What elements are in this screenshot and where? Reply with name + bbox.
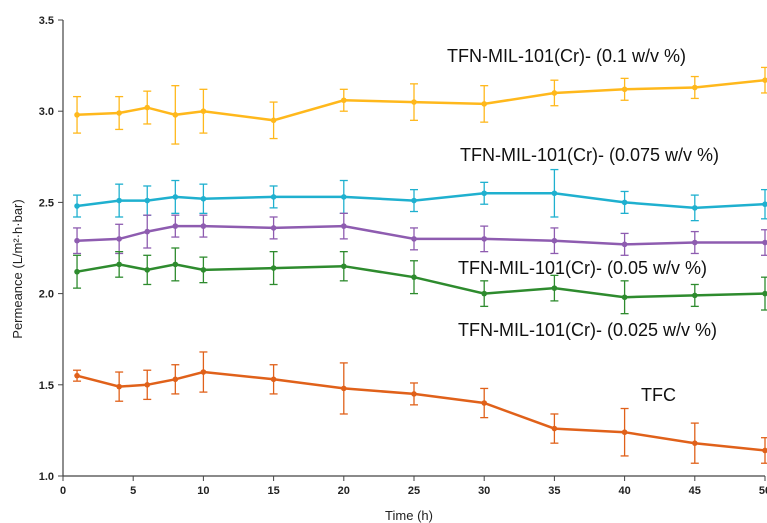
data-point <box>116 236 122 242</box>
data-point <box>144 229 150 235</box>
data-point <box>481 101 487 107</box>
data-point <box>341 194 347 200</box>
data-point <box>74 203 80 209</box>
data-point <box>116 384 122 390</box>
data-point <box>622 242 628 248</box>
x-tick-label: 0 <box>60 485 66 497</box>
data-point <box>552 238 558 244</box>
x-tick-label: 25 <box>408 485 420 497</box>
data-point <box>271 194 277 200</box>
x-tick-label: 20 <box>338 485 350 497</box>
data-point <box>341 263 347 269</box>
y-tick-label: 3.0 <box>39 106 54 118</box>
data-point <box>341 386 347 392</box>
data-point <box>692 205 698 211</box>
data-point <box>201 267 207 273</box>
x-tick-label: 35 <box>548 485 560 497</box>
data-point <box>622 429 628 435</box>
data-point <box>692 85 698 91</box>
data-point <box>692 293 698 299</box>
x-tick-label: 40 <box>618 485 630 497</box>
data-point <box>271 118 277 124</box>
y-tick-label: 2.0 <box>39 289 54 301</box>
data-point <box>552 285 558 291</box>
data-point <box>622 294 628 300</box>
data-point <box>173 194 179 200</box>
y-tick-label: 3.5 <box>39 15 54 27</box>
data-point <box>411 236 417 242</box>
x-tick-label: 15 <box>267 485 279 497</box>
data-point <box>201 108 207 114</box>
data-point <box>201 369 207 375</box>
data-point <box>173 377 179 383</box>
data-point <box>74 238 80 244</box>
data-point <box>552 90 558 96</box>
data-point <box>74 269 80 275</box>
data-point <box>173 112 179 118</box>
x-tick-label: 50 <box>759 485 767 497</box>
y-tick-label: 1.5 <box>39 380 54 392</box>
data-point <box>622 200 628 206</box>
data-point <box>201 223 207 229</box>
data-point <box>692 440 698 446</box>
data-point <box>481 190 487 196</box>
label-tfn-0-025: TFN-MIL-101(Cr)- (0.025 w/v %) <box>458 320 717 340</box>
data-point <box>271 377 277 383</box>
data-point <box>552 426 558 432</box>
data-point <box>271 265 277 271</box>
data-point <box>341 97 347 103</box>
data-point <box>341 223 347 229</box>
data-point <box>144 382 150 388</box>
data-point <box>481 400 487 406</box>
x-tick-label: 10 <box>197 485 209 497</box>
x-axis-title: Time (h) <box>385 508 433 523</box>
data-point <box>411 391 417 397</box>
data-point <box>481 236 487 242</box>
data-point <box>173 262 179 268</box>
x-tick-label: 5 <box>130 485 136 497</box>
data-point <box>144 198 150 204</box>
data-point <box>116 262 122 268</box>
data-point <box>74 112 80 118</box>
data-point <box>692 240 698 246</box>
label-tfn-0-05: TFN-MIL-101(Cr)- (0.05 w/v %) <box>458 258 707 278</box>
x-tick-label: 30 <box>478 485 490 497</box>
data-point <box>173 223 179 229</box>
y-tick-label: 1.0 <box>39 471 54 483</box>
data-point <box>144 267 150 273</box>
data-point <box>144 105 150 111</box>
data-point <box>411 274 417 280</box>
data-point <box>271 225 277 231</box>
y-tick-label: 2.5 <box>39 197 54 209</box>
x-tick-label: 45 <box>689 485 701 497</box>
data-point <box>116 198 122 204</box>
data-point <box>411 99 417 105</box>
data-point <box>74 373 80 379</box>
data-point <box>201 196 207 202</box>
label-tfn-0-1: TFN-MIL-101(Cr)- (0.1 w/v %) <box>447 46 686 66</box>
y-axis-title: Permeance (L/m²·h·bar) <box>10 199 25 338</box>
data-point <box>481 291 487 297</box>
label-tfn-0-075: TFN-MIL-101(Cr)- (0.075 w/v %) <box>460 145 719 165</box>
data-point <box>552 190 558 196</box>
data-point <box>622 87 628 93</box>
data-point <box>411 198 417 204</box>
label-tfc: TFC <box>641 385 676 405</box>
data-point <box>116 110 122 116</box>
